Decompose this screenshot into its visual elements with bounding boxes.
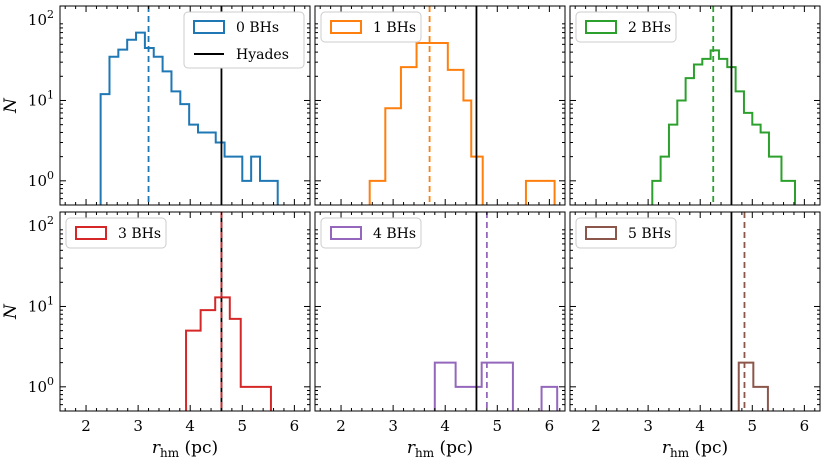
legend-hyades-label: Hyades: [236, 47, 289, 63]
x-tick-label: 4: [440, 417, 450, 435]
legend: 1 BHs: [320, 11, 422, 43]
panel-1: 1 BHs: [314, 5, 566, 206]
legend-frame: [575, 11, 677, 43]
histogram-series: [368, 41, 556, 205]
x-axis-label-subscript: hm: [415, 446, 435, 460]
legend-swatch: [330, 226, 362, 240]
y-tick-label-base: 10: [28, 378, 47, 396]
legend-frame: [320, 217, 422, 249]
x-axis-label-unit: (pc): [179, 438, 218, 458]
x-tick-label: 4: [185, 417, 195, 435]
x-tick-label: 3: [643, 417, 653, 435]
y-tick-label-exponent: 2: [47, 214, 54, 227]
legend-swatch: [585, 20, 617, 34]
histogram-series: [99, 31, 279, 205]
x-tick-label: 6: [290, 417, 300, 435]
y-tick-label: 101: [28, 294, 54, 315]
legend-swatch: [330, 20, 362, 34]
panel-5: 2 3 4 5 6 rhm (pc) 5 BHs: [569, 211, 821, 460]
y-tick-label-exponent: 2: [47, 8, 54, 21]
panel-frame: [569, 211, 821, 412]
histogram-series: [737, 361, 769, 411]
y-tick-label-exponent: 1: [47, 88, 54, 101]
legend: 5 BHs: [575, 217, 677, 249]
panel-2: 2 BHs: [569, 5, 821, 206]
legend-frame: [575, 217, 677, 249]
y-tick-label-base: 10: [28, 91, 47, 109]
x-tick-label: 6: [800, 417, 810, 435]
x-axis-label-unit: (pc): [434, 438, 473, 458]
legend: 3 BHs: [65, 217, 167, 249]
legend-entry-label: 2 BHs: [628, 20, 671, 36]
y-tick-label: 101: [28, 88, 54, 109]
histogram-series: [651, 49, 796, 205]
y-tick-label-exponent: 0: [47, 169, 54, 182]
x-tick-label: 5: [493, 417, 503, 435]
x-axis-label-symbol: r: [662, 438, 671, 458]
x-tick-label: 5: [748, 417, 758, 435]
legend: 2 BHs: [575, 11, 677, 43]
legend-entry-label: 4 BHs: [373, 226, 416, 242]
x-axis-label-unit: (pc): [689, 438, 728, 458]
x-axis-label-subscript: hm: [670, 446, 690, 460]
legend-entry-label: 3 BHs: [118, 226, 161, 242]
y-tick-label-base: 10: [28, 172, 47, 190]
panel-4: 2 3 4 5 6 rhm (pc) 4 BHs: [314, 211, 566, 460]
y-tick-label: 102: [28, 8, 54, 29]
legend: 0 BHs Hyades: [183, 11, 305, 69]
panel-frame: [314, 5, 566, 206]
legend-frame: [320, 11, 422, 43]
y-tick-label-exponent: 0: [47, 375, 54, 388]
y-tick-label: 102: [28, 214, 54, 235]
x-tick-label: 3: [388, 417, 398, 435]
legend-entry-label: 0 BHs: [236, 20, 279, 36]
x-axis-label: rhm (pc): [152, 438, 218, 460]
x-tick-label: 5: [238, 417, 248, 435]
x-tick-label: 2: [336, 417, 346, 435]
x-tick-label: 2: [591, 417, 601, 435]
x-axis-label-subscript: hm: [160, 446, 180, 460]
y-tick-label-base: 10: [28, 11, 47, 29]
x-tick-label: 2: [81, 417, 91, 435]
x-axis-label-symbol: r: [407, 438, 416, 458]
legend: 4 BHs: [320, 217, 422, 249]
y-tick-label-exponent: 1: [47, 294, 54, 307]
y-axis-label: N: [1, 97, 21, 114]
legend-swatch: [75, 226, 107, 240]
y-tick-label-base: 10: [28, 297, 47, 315]
y-tick-label: 100: [28, 169, 54, 190]
legend-swatch: [193, 20, 225, 34]
x-tick-label: 6: [545, 417, 555, 435]
y-tick-label: 100: [28, 375, 54, 396]
legend-swatch: [585, 226, 617, 240]
legend-entry-label: 5 BHs: [628, 226, 671, 242]
panel-frame: [569, 5, 821, 206]
x-axis-label-symbol: r: [152, 438, 161, 458]
x-axis-label: rhm (pc): [662, 438, 728, 460]
panel-frame: [314, 211, 566, 412]
y-tick-label-base: 10: [28, 217, 47, 235]
histogram-series: [433, 361, 559, 411]
panel-frame: [59, 5, 311, 206]
x-axis-label: rhm (pc): [407, 438, 473, 460]
y-axis-label: N: [1, 303, 21, 320]
legend-frame: [65, 217, 167, 249]
histogram-series: [185, 296, 272, 411]
x-tick-label: 3: [133, 417, 143, 435]
legend-entry-label: 1 BHs: [373, 20, 416, 36]
x-tick-label: 4: [695, 417, 705, 435]
panel-frame: [59, 211, 311, 412]
